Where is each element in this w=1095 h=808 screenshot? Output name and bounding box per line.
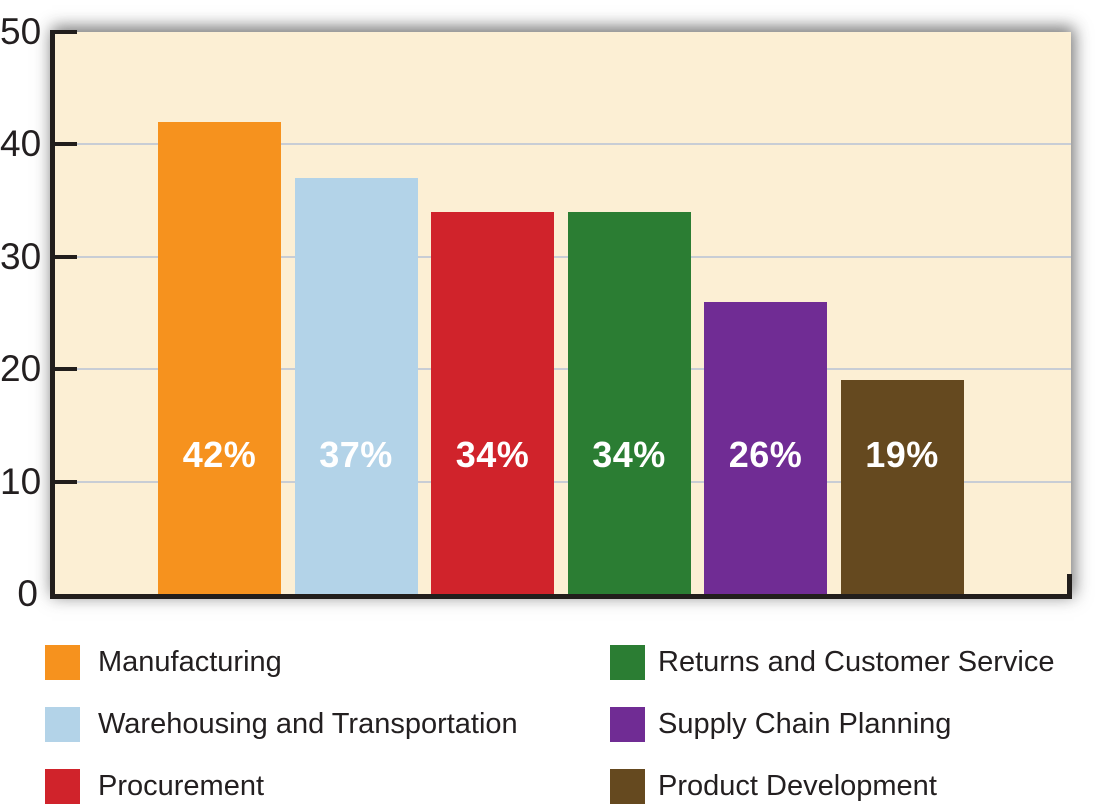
legend-label-manufacturing: Manufacturing bbox=[98, 646, 282, 678]
y-tick-mark-30 bbox=[55, 255, 77, 259]
legend-label-warehousing-and-transportation: Warehousing and Transportation bbox=[98, 708, 518, 740]
plot-area: 42% 37% 34% 34% 26% 19% bbox=[55, 32, 1071, 594]
legend-label-returns-and-customer-service: Returns and Customer Service bbox=[658, 646, 1055, 678]
legend-swatch-returns-and-customer-service bbox=[610, 645, 645, 680]
x-axis-end-tick bbox=[1067, 574, 1072, 594]
bar-procurement: 34% bbox=[431, 212, 554, 594]
bar-manufacturing: 42% bbox=[158, 122, 281, 594]
y-tick-mark-40 bbox=[55, 142, 77, 146]
legend-label-supply-chain-planning: Supply Chain Planning bbox=[658, 708, 952, 740]
bar-returns-and-customer-service: 34% bbox=[567, 212, 691, 594]
legend-swatch-supply-chain-planning bbox=[610, 707, 645, 742]
y-tick-label-50: 50 bbox=[0, 11, 42, 52]
x-axis-line bbox=[50, 594, 1072, 599]
gridline-20 bbox=[55, 368, 1071, 371]
gridline-10 bbox=[55, 480, 1071, 483]
y-axis-line bbox=[50, 30, 55, 599]
gridline-30 bbox=[55, 255, 1071, 258]
legend-swatch-warehousing-and-transportation bbox=[45, 707, 80, 742]
bar-value-label: 19% bbox=[865, 434, 939, 475]
y-tick-label-30: 30 bbox=[0, 236, 42, 277]
bar-value-label: 34% bbox=[455, 434, 530, 475]
y-tick-label-20: 20 bbox=[0, 348, 42, 389]
y-tick-label-0: 0 bbox=[17, 573, 38, 614]
legend-swatch-manufacturing bbox=[45, 645, 80, 680]
legend-swatch-product-development bbox=[610, 769, 645, 804]
legend-label-procurement: Procurement bbox=[98, 770, 265, 802]
y-tick-label-10: 10 bbox=[0, 461, 42, 502]
bar-value-label: 34% bbox=[592, 434, 666, 475]
bar-value-label: 37% bbox=[319, 434, 393, 475]
bar-value-label: 42% bbox=[182, 434, 257, 475]
y-tick-label-40: 40 bbox=[0, 123, 42, 164]
y-tick-mark-20 bbox=[55, 367, 77, 371]
bar-value-label: 26% bbox=[728, 434, 803, 475]
legend-swatch-procurement bbox=[45, 769, 80, 804]
gridline-40 bbox=[55, 143, 1071, 146]
y-tick-mark-10 bbox=[55, 480, 77, 484]
legend-label-product-development: Product Development bbox=[658, 770, 937, 802]
bar-warehousing-and-transportation: 37% bbox=[294, 178, 418, 594]
bar-supply-chain-planning: 26% bbox=[704, 302, 827, 594]
y-tick-mark-50 bbox=[55, 30, 77, 34]
bar-product-development: 19% bbox=[840, 380, 964, 594]
